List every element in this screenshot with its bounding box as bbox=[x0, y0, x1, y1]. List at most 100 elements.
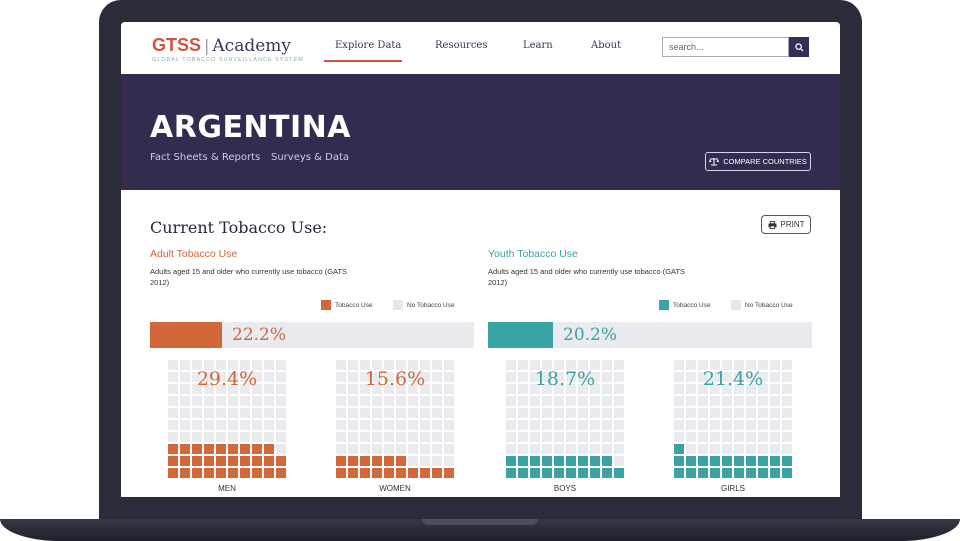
youth-section: Youth Tobacco Use Adults aged 15 and old… bbox=[488, 248, 812, 493]
legend-label: Tobacco Use bbox=[335, 301, 373, 309]
waffle-cell bbox=[506, 408, 516, 418]
waffle-cell bbox=[252, 384, 262, 394]
waffle-cell bbox=[722, 408, 732, 418]
fact-sheets-link[interactable]: Fact Sheets & Reports bbox=[150, 152, 261, 163]
waffle-cell bbox=[614, 396, 624, 406]
waffle-cell bbox=[348, 360, 358, 370]
waffle-cell bbox=[722, 468, 732, 478]
scale-icon bbox=[709, 158, 720, 166]
print-label: PRINT bbox=[780, 220, 805, 229]
waffle-cell bbox=[554, 360, 564, 370]
waffle-cell bbox=[360, 384, 370, 394]
waffle-cell bbox=[372, 360, 382, 370]
waffle-cell bbox=[602, 468, 612, 478]
waffle-cell bbox=[566, 372, 576, 382]
waffle-cell bbox=[614, 444, 624, 454]
print-button[interactable]: PRINT bbox=[761, 215, 811, 234]
waffle-cell bbox=[396, 384, 406, 394]
nav-active-underline bbox=[324, 60, 402, 62]
waffle-cell bbox=[264, 444, 274, 454]
waffle-cell bbox=[746, 408, 756, 418]
waffle-cell bbox=[384, 384, 394, 394]
logo-separator: | bbox=[204, 36, 210, 55]
waffle-cell bbox=[590, 432, 600, 442]
waffle-cell bbox=[420, 384, 430, 394]
waffle-cell bbox=[530, 468, 540, 478]
waffle-cell bbox=[722, 432, 732, 442]
waffle-cell bbox=[348, 420, 358, 430]
waffle-cell bbox=[444, 360, 454, 370]
waffle-cell bbox=[360, 360, 370, 370]
waffle-cell bbox=[722, 384, 732, 394]
waffle-label-men: MEN bbox=[218, 484, 236, 493]
waffle-cell bbox=[746, 420, 756, 430]
waffle-cell bbox=[530, 384, 540, 394]
legend-item: Tobacco Use bbox=[321, 300, 373, 310]
waffle-cell bbox=[432, 384, 442, 394]
waffle-cell bbox=[686, 444, 696, 454]
waffle-cell bbox=[590, 420, 600, 430]
waffle-cell bbox=[698, 384, 708, 394]
waffle-cell bbox=[566, 360, 576, 370]
waffle-cell bbox=[722, 360, 732, 370]
waffle-cell bbox=[542, 468, 552, 478]
waffle-cell bbox=[674, 396, 684, 406]
waffle-cell bbox=[444, 468, 454, 478]
waffle-cell bbox=[578, 372, 588, 382]
compare-countries-button[interactable]: COMPARE COUNTRIES bbox=[705, 152, 811, 171]
waffle-cell bbox=[686, 372, 696, 382]
waffle-cell bbox=[746, 360, 756, 370]
waffle-cell bbox=[674, 372, 684, 382]
nav-learn[interactable]: Learn bbox=[523, 40, 553, 51]
waffle-cell bbox=[542, 444, 552, 454]
waffle-cell bbox=[518, 456, 528, 466]
waffle-cell bbox=[192, 420, 202, 430]
waffle-cell bbox=[168, 360, 178, 370]
adult-bar-fill bbox=[150, 322, 222, 348]
waffle-cell bbox=[180, 456, 190, 466]
legend-item: No Tobacco Use bbox=[731, 300, 793, 310]
waffle-cell bbox=[698, 468, 708, 478]
waffle-cell bbox=[276, 396, 286, 406]
waffle-cell bbox=[578, 384, 588, 394]
waffle-cell bbox=[782, 444, 792, 454]
waffle-cell bbox=[554, 432, 564, 442]
nav-about[interactable]: About bbox=[591, 40, 622, 51]
waffle-cell bbox=[602, 372, 612, 382]
waffle-cell bbox=[554, 444, 564, 454]
waffle-cell bbox=[420, 432, 430, 442]
waffle-cell bbox=[276, 384, 286, 394]
search-button[interactable] bbox=[789, 37, 809, 57]
waffle-cell bbox=[674, 360, 684, 370]
surveys-data-link[interactable]: Surveys & Data bbox=[271, 152, 350, 163]
waffle-cell bbox=[566, 468, 576, 478]
waffle-cell bbox=[710, 372, 720, 382]
nav-resources[interactable]: Resources bbox=[435, 40, 488, 51]
waffle-cell bbox=[674, 408, 684, 418]
youth-bar-value: 20.2% bbox=[563, 325, 618, 345]
search-input[interactable] bbox=[662, 37, 789, 57]
waffle-cell bbox=[372, 456, 382, 466]
waffle-cell bbox=[240, 360, 250, 370]
waffle-cell bbox=[674, 420, 684, 430]
waffle-cell bbox=[686, 360, 696, 370]
nav-explore-data[interactable]: Explore Data bbox=[335, 40, 402, 51]
waffle-cell bbox=[168, 468, 178, 478]
waffle-cell bbox=[530, 360, 540, 370]
waffle-label-boys: BOYS bbox=[553, 484, 577, 493]
waffle-cell bbox=[770, 444, 780, 454]
gtss-logo[interactable]: GTSS | Academy GLOBAL TOBACCO SURVEILLANCE… bbox=[152, 35, 304, 63]
laptop-base bbox=[0, 519, 960, 541]
waffle-cell bbox=[408, 396, 418, 406]
legend-swatch bbox=[393, 300, 403, 310]
waffle-cell bbox=[384, 372, 394, 382]
waffle-cell bbox=[746, 372, 756, 382]
waffle-cell bbox=[360, 444, 370, 454]
waffle-cell bbox=[782, 384, 792, 394]
waffle-cell bbox=[384, 396, 394, 406]
legend-item: No Tobacco Use bbox=[393, 300, 455, 310]
waffle-cell bbox=[360, 468, 370, 478]
waffle-cell bbox=[204, 384, 214, 394]
waffle-cell bbox=[360, 372, 370, 382]
waffle-cell bbox=[408, 360, 418, 370]
